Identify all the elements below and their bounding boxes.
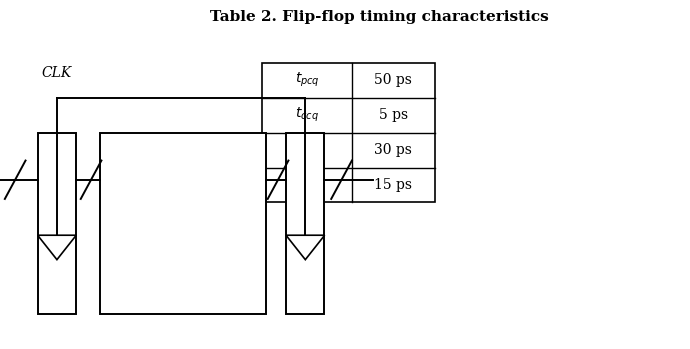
- Text: Logic: Logic: [166, 206, 200, 220]
- Text: $t_{setup}$: $t_{setup}$: [290, 141, 324, 159]
- Text: 50 ps: 50 ps: [375, 73, 412, 87]
- Bar: [100, 133, 266, 314]
- Text: $t_{pd}$ = 200 ps: $t_{pd}$ = 200 ps: [139, 246, 213, 263]
- Text: Table 2. Flip-flop timing characteristics: Table 2. Flip-flop timing characteristic…: [210, 10, 549, 24]
- Text: $t_{ccq}$: $t_{ccq}$: [295, 106, 319, 124]
- Polygon shape: [286, 235, 325, 260]
- Text: $t_{hold}$: $t_{hold}$: [293, 177, 322, 193]
- Bar: [286, 133, 324, 314]
- Text: $t_{cd}$ = 35 ps: $t_{cd}$ = 35 ps: [143, 275, 209, 291]
- Text: 15 ps: 15 ps: [374, 178, 413, 192]
- Bar: [38, 133, 76, 314]
- Polygon shape: [38, 235, 76, 260]
- Text: 5 ps: 5 ps: [379, 108, 408, 122]
- Text: Combinational: Combinational: [135, 182, 231, 195]
- Text: CLK: CLK: [41, 66, 72, 80]
- Bar: [262, 63, 435, 202]
- Text: $t_{pcq}$: $t_{pcq}$: [295, 71, 319, 89]
- Text: 30 ps: 30 ps: [375, 143, 412, 157]
